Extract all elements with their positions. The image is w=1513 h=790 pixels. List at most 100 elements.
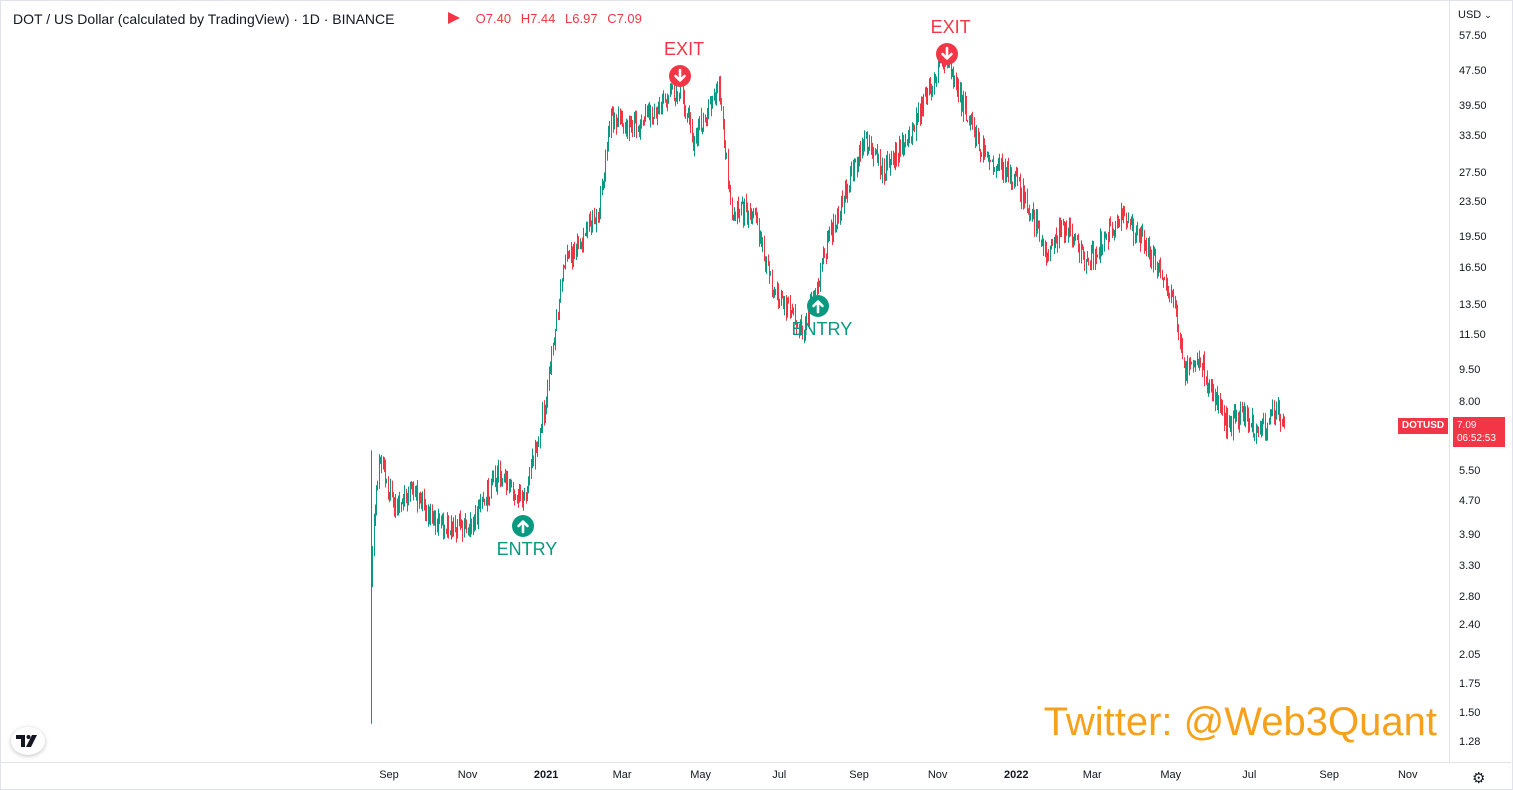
candle-body — [1052, 243, 1053, 246]
candle-body — [854, 162, 855, 181]
price-tick-label: 1.28 — [1459, 736, 1481, 748]
candle-body — [764, 244, 765, 258]
candle-body — [896, 149, 897, 160]
candle-body — [836, 227, 837, 229]
currency-selector[interactable]: USD ⌄ — [1458, 9, 1492, 21]
candle-body — [1007, 163, 1008, 172]
candle-body — [634, 117, 635, 130]
candle-body — [747, 206, 748, 219]
candle-body — [1284, 417, 1285, 426]
candle-body — [412, 485, 413, 490]
tradingview-logo[interactable] — [11, 727, 45, 755]
candle-body — [515, 495, 516, 500]
candle-body — [1231, 416, 1232, 433]
candle-body — [578, 238, 579, 248]
candle-body — [1242, 407, 1243, 412]
candle-body — [437, 527, 438, 531]
flag-icon[interactable] — [448, 12, 460, 24]
candle-body — [586, 222, 587, 234]
candle-body — [698, 124, 699, 138]
time-tick-label: May — [1160, 769, 1182, 781]
candle-body — [1122, 209, 1123, 216]
candle-body — [931, 87, 932, 93]
candle-body — [644, 121, 645, 123]
ohlc-high-key: H — [520, 11, 531, 26]
candle-body — [923, 95, 924, 108]
candle-body — [416, 488, 417, 495]
candle-body — [920, 105, 921, 119]
ohlc-close-value: 7.09 — [616, 11, 642, 26]
candle-body — [882, 160, 883, 175]
candle-body — [867, 134, 868, 154]
candle-body — [1050, 248, 1051, 261]
exit-arrow-icon[interactable] — [669, 65, 692, 88]
candle-body — [690, 120, 691, 126]
candle-body — [656, 109, 657, 117]
candle-body — [1087, 259, 1088, 261]
candle-body — [540, 432, 541, 442]
candle-body — [1099, 254, 1100, 256]
candle-body — [480, 501, 481, 506]
candle-body — [475, 510, 476, 523]
candle-body — [1189, 362, 1190, 375]
candle-body — [988, 156, 989, 158]
candle-body — [905, 142, 906, 146]
candle-body — [723, 108, 724, 125]
candle-body — [599, 214, 600, 221]
candle-body — [926, 93, 927, 102]
candle-body — [746, 202, 747, 207]
entry-arrow-icon[interactable] — [511, 514, 534, 537]
candle-body — [1075, 236, 1076, 239]
candle-body — [912, 124, 913, 142]
candle-body — [793, 307, 794, 313]
candle-body — [866, 134, 867, 136]
exit-arrow-icon[interactable] — [935, 42, 958, 65]
candle-body — [667, 102, 668, 104]
candle-body — [504, 474, 505, 482]
candle-body — [743, 203, 744, 221]
candle-body — [1240, 407, 1241, 416]
candle-body — [983, 143, 984, 155]
candle-body — [1055, 234, 1056, 241]
candle-body — [826, 255, 827, 258]
candle-body — [1270, 415, 1271, 419]
candle-body — [796, 320, 797, 327]
candle-body — [783, 297, 784, 309]
candle-body — [1091, 252, 1092, 269]
candle-body — [876, 152, 877, 154]
candle-body — [737, 203, 738, 217]
candle-body — [527, 492, 528, 501]
candle-body — [659, 105, 660, 109]
candle-body — [1104, 231, 1105, 248]
time-tick-label: Sep — [849, 769, 869, 781]
candle-body — [453, 521, 454, 534]
entry-arrow-icon[interactable] — [806, 295, 829, 318]
candle-body — [699, 116, 700, 125]
candle-body — [498, 466, 499, 475]
candle-body — [571, 249, 572, 255]
candle-body — [380, 461, 381, 463]
candle-body — [376, 485, 377, 511]
candle-body — [466, 521, 467, 533]
candle-body — [591, 223, 592, 228]
candle-body — [487, 485, 488, 503]
candle-body — [993, 160, 994, 172]
candle-body — [1146, 242, 1147, 251]
candle-body — [1252, 415, 1253, 424]
gear-icon[interactable]: ⚙ — [1472, 770, 1486, 787]
time-tick-label: 2022 — [1003, 769, 1029, 781]
candle-body — [761, 234, 762, 245]
candle-body — [857, 161, 858, 169]
candle-body — [903, 136, 904, 154]
candle-body — [1132, 220, 1133, 224]
candle-body — [392, 487, 393, 496]
candle-body — [970, 121, 971, 125]
candle-body — [623, 125, 624, 132]
candle-body — [1142, 232, 1143, 234]
candle-body — [417, 488, 418, 506]
candle-body — [641, 119, 642, 126]
candle-body — [1282, 422, 1283, 425]
candle-body — [393, 495, 394, 504]
candle-body — [720, 80, 721, 102]
